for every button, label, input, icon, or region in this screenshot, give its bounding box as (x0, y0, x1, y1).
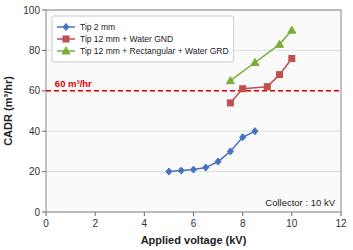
series-line (169, 131, 255, 171)
tick (144, 212, 145, 216)
point (215, 158, 221, 165)
tick-label: 60 (29, 85, 41, 96)
annotation: Collector : 10 kV (265, 197, 335, 208)
legend-entry: Tip 12 mm + Water GND (80, 34, 173, 44)
grid-line (46, 90, 341, 91)
reference-label: 60 m³/hr (55, 78, 92, 89)
tick-label: 0 (43, 218, 49, 229)
point (264, 84, 270, 90)
tick-label: 80 (29, 45, 41, 56)
tick (193, 212, 194, 216)
tick-label: 100 (23, 5, 40, 16)
legend-entry: Tip 12 mm + Rectangular + Water GRD (80, 46, 229, 56)
tick (42, 171, 46, 172)
x-axis-label: Applied voltage (kV) (141, 234, 247, 246)
y-axis-label: CADR (m³/hr) (2, 76, 14, 146)
legend-marker (62, 47, 70, 54)
point (277, 72, 283, 78)
point (178, 167, 184, 174)
point (166, 168, 172, 175)
legend-entry: Tip 2 mm (80, 22, 115, 32)
plot-background (46, 10, 341, 212)
point (226, 77, 234, 84)
tick (95, 212, 96, 216)
tick-label: 0 (34, 207, 40, 218)
tick-label: 8 (240, 218, 246, 229)
tick-label: 2 (92, 218, 98, 229)
plot-area (46, 26, 341, 175)
tick (42, 212, 46, 213)
legend-marker (63, 24, 69, 31)
tick (242, 212, 243, 216)
tick-label: 40 (29, 126, 41, 137)
tick (341, 212, 342, 216)
legend-box (52, 16, 234, 62)
tick (42, 90, 46, 91)
tick (291, 212, 292, 216)
tick-label: 12 (335, 218, 347, 229)
tick (42, 50, 46, 51)
series-line (230, 30, 291, 80)
legend-marker (63, 36, 69, 42)
chart: 0 20 40 60 80 100 0 2 4 6 8 10 12 Applied voltage (kV… (0, 0, 353, 250)
point (240, 134, 246, 141)
tick (46, 212, 47, 216)
reference-line (46, 90, 341, 92)
point (289, 55, 295, 61)
tick-label: 10 (286, 218, 298, 229)
tick-label: 4 (142, 218, 148, 229)
tick-label: 6 (191, 218, 197, 229)
point (252, 128, 258, 135)
plot-frame (46, 10, 341, 212)
point (191, 166, 197, 173)
point (240, 86, 246, 92)
point (227, 100, 233, 106)
point (203, 164, 209, 171)
point (288, 26, 296, 33)
tick (42, 10, 46, 11)
legend: Tip 2 mm Tip 12 mm + Water GND Tip 12 mm +… (52, 16, 234, 62)
tick (42, 131, 46, 132)
tick-label: 20 (29, 166, 41, 177)
point (276, 40, 284, 47)
grid-line (46, 131, 341, 132)
point (227, 148, 233, 155)
series-line (230, 58, 291, 102)
point (251, 59, 259, 66)
